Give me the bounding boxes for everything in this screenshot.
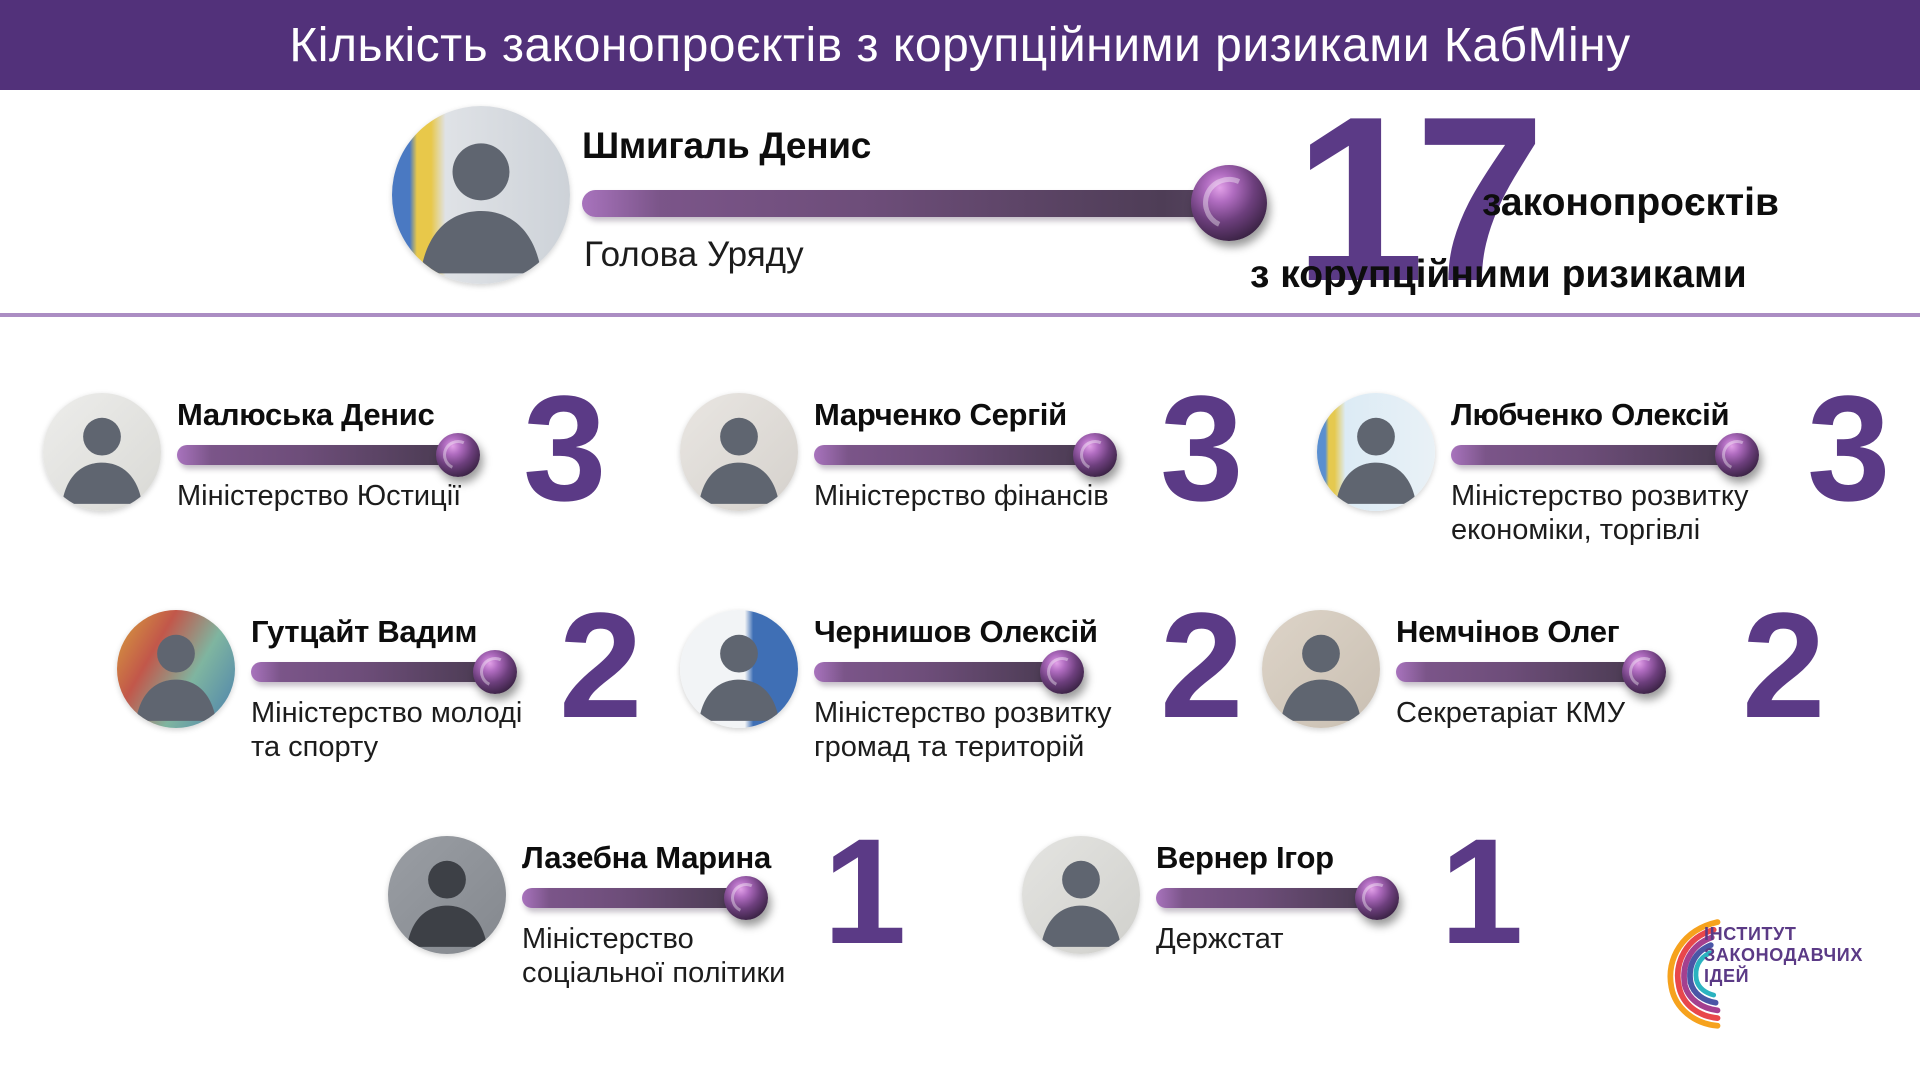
- page-title: Кількість законопроєктів з корупційними …: [289, 18, 1631, 72]
- progress-bar: [1396, 650, 1666, 694]
- bar-knob-icon: [724, 876, 768, 920]
- minister-org: Секретаріат КМУ: [1396, 697, 1626, 729]
- minister-card: Вернер Ігор Держстат 1: [1022, 816, 1523, 966]
- progress-bar: [582, 165, 1267, 241]
- person-photo: [680, 610, 798, 728]
- bar-knob-icon: [1622, 650, 1666, 694]
- minister-name: Любченко Олексій: [1451, 397, 1730, 432]
- minister-name: Гутцайт Вадим: [251, 614, 478, 649]
- header-bar: Кількість законопроєктів з корупційними …: [0, 0, 1920, 90]
- minister-org: Держстат: [1156, 923, 1284, 955]
- minister-count: 1: [823, 807, 906, 975]
- person-photo: [680, 393, 798, 511]
- progress-bar: [177, 433, 480, 477]
- person-silhouette-icon: [698, 634, 780, 721]
- logo-text-line: ІНСТИТУТ: [1704, 924, 1797, 944]
- minister-count: 2: [1160, 581, 1243, 749]
- minister-org: Міністерство розвитку економіки, торгівл…: [1451, 480, 1749, 547]
- bar-knob-icon: [436, 433, 480, 477]
- person-silhouette-icon: [698, 417, 780, 504]
- bar-knob-icon: [473, 650, 517, 694]
- minister-card: Любченко Олексій Міністерство розвитку е…: [1317, 373, 1890, 547]
- izi-logo: ІНСТИТУТ ЗАКОНОДАВЧИХ ІДЕЙ: [1658, 910, 1918, 1040]
- count-label-line2: з корупційними ризиками: [1250, 253, 1747, 296]
- person-photo: [392, 106, 570, 284]
- minister-count: 3: [1807, 364, 1890, 532]
- person-photo: [1317, 393, 1435, 511]
- person-photo: [388, 836, 506, 954]
- minister-count: 3: [1160, 364, 1243, 532]
- person-silhouette-icon: [135, 634, 217, 721]
- minister-card: Немчінов Олег Секретаріат КМУ 2: [1262, 590, 1825, 740]
- person-role: Голова Уряду: [584, 235, 804, 274]
- count-value: 17: [1294, 67, 1545, 330]
- minister-org: Міністерство фінансів: [814, 480, 1109, 512]
- person-silhouette-icon: [1040, 860, 1122, 947]
- minister-name: Чернишов Олексій: [814, 614, 1098, 649]
- minister-count: 1: [1440, 807, 1523, 975]
- person-silhouette-icon: [1280, 634, 1362, 721]
- person-photo: [1262, 610, 1380, 728]
- minister-org: Міністерство Юстиції: [177, 480, 462, 512]
- person-silhouette-icon: [1335, 417, 1417, 504]
- bar-knob-icon: [1040, 650, 1084, 694]
- minister-count: 2: [559, 581, 642, 749]
- bar-knob-icon: [1715, 433, 1759, 477]
- progress-bar: [814, 433, 1117, 477]
- minister-card: Малюська Денис Міністерство Юстиції 3: [43, 373, 606, 523]
- person-photo: [117, 610, 235, 728]
- minister-name: Немчінов Олег: [1396, 614, 1620, 649]
- minister-count: 2: [1742, 581, 1825, 749]
- minister-card: Гутцайт Вадим Міністерство молоді та спо…: [117, 590, 642, 764]
- minister-org: Міністерство молоді та спорту: [251, 697, 523, 764]
- progress-bar: [251, 650, 517, 694]
- person-photo: [43, 393, 161, 511]
- minister-org: Міністерство соціальної політики: [522, 923, 786, 990]
- person-silhouette-icon: [420, 143, 542, 274]
- logo-text-line: ЗАКОНОДАВЧИХ: [1704, 945, 1863, 965]
- minister-name: Малюська Денис: [177, 397, 435, 432]
- minister-name: Марченко Сергій: [814, 397, 1067, 432]
- minister-org: Міністерство розвитку громад та територі…: [814, 697, 1112, 764]
- logo-text-line: ІДЕЙ: [1704, 966, 1750, 986]
- bar-knob-icon: [1191, 165, 1267, 241]
- minister-count: 3: [523, 364, 606, 532]
- person-photo: [1022, 836, 1140, 954]
- logo-text: ІНСТИТУТ ЗАКОНОДАВЧИХ ІДЕЙ: [1704, 924, 1863, 987]
- bar-knob-icon: [1355, 876, 1399, 920]
- person-silhouette-icon: [406, 860, 488, 947]
- progress-bar: [522, 876, 768, 920]
- minister-card: Лазебна Марина Міністерство соціальної п…: [388, 816, 906, 990]
- bar-knob-icon: [1073, 433, 1117, 477]
- progress-bar: [1156, 876, 1399, 920]
- minister-card: Чернишов Олексій Міністерство розвитку г…: [680, 590, 1243, 764]
- minister-card: Марченко Сергій Міністерство фінансів 3: [680, 373, 1243, 523]
- minister-name: Лазебна Марина: [522, 840, 771, 875]
- person-silhouette-icon: [61, 417, 143, 504]
- progress-bar: [814, 650, 1084, 694]
- person-name: Шмигаль Денис: [582, 125, 871, 166]
- divider: [0, 313, 1920, 317]
- count-label-line1: законопроєктів: [1482, 181, 1779, 224]
- progress-bar: [1451, 433, 1759, 477]
- logo-swirl-icon: [1667, 919, 1721, 1029]
- minister-name: Вернер Ігор: [1156, 840, 1334, 875]
- featured-card: Шмигаль Денис Голова Уряду 17 законопроє…: [392, 81, 1920, 316]
